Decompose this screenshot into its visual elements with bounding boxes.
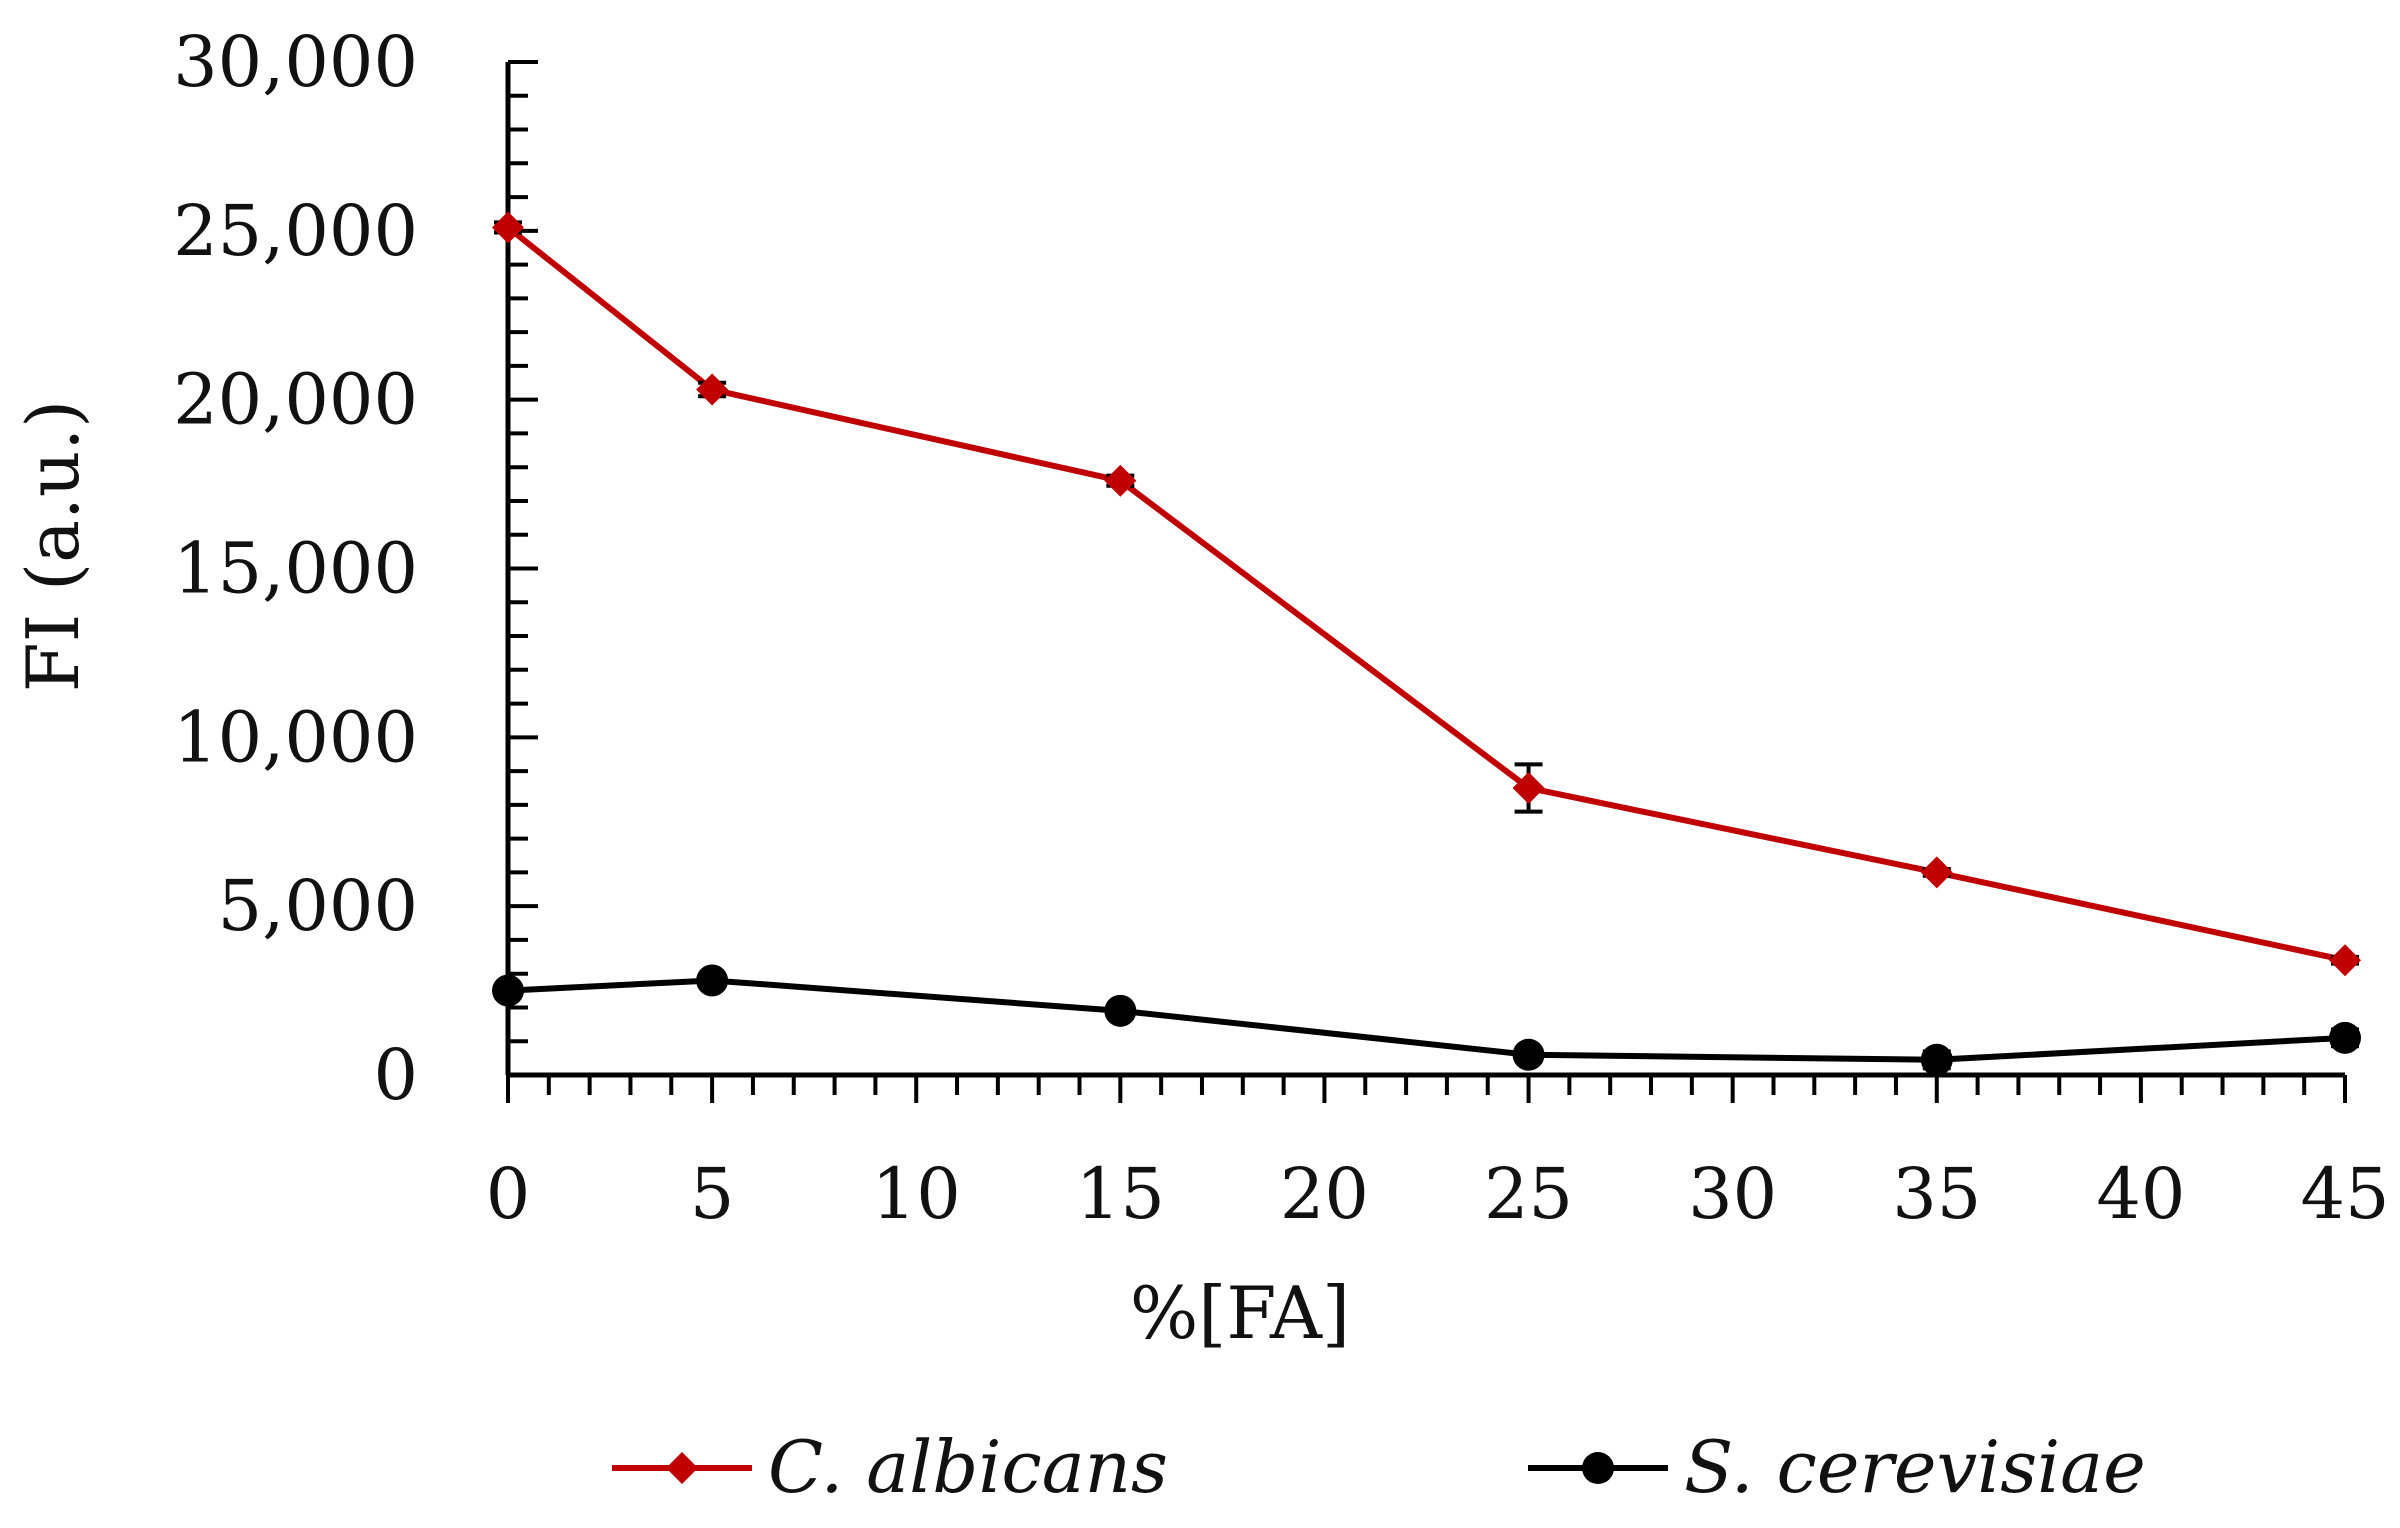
data-point-circle (696, 964, 729, 997)
series-line (506, 225, 2346, 964)
axes: 0 5,000 10,000 15,000 20,000 25,000 30,000 0 5 10… (173, 21, 2389, 1235)
data-point-circle (1104, 994, 1137, 1027)
y-axis-label: FI (a.u.) (11, 400, 95, 693)
data-point-diamond (1512, 771, 1545, 804)
x-tick-label: 40 (2096, 1153, 2185, 1235)
data-point-circle (2329, 1021, 2361, 1054)
x-tick-label: 45 (2300, 1153, 2389, 1235)
x-tick-label: 30 (1688, 1153, 1777, 1235)
y-tick-label: 10,000 (173, 696, 418, 778)
legend: C. albicans S. cerevisiae (612, 1425, 2146, 1509)
series-2 (492, 964, 2361, 1076)
data-point-diamond (696, 373, 729, 406)
y-tick-label: 20,000 (173, 359, 418, 441)
data-point-circle (1512, 1038, 1545, 1071)
y-tick-label: 30,000 (173, 21, 418, 103)
x-tick-label: 0 (486, 1153, 531, 1235)
x-tick-label: 35 (1892, 1153, 1981, 1235)
series-line (507, 977, 2346, 1063)
legend-label: C. albicans (768, 1425, 1168, 1509)
y-tick-label: 5,000 (218, 865, 418, 947)
data-point-diamond (1104, 464, 1137, 497)
y-tick-label: 25,000 (173, 190, 418, 272)
legend-label: S. cerevisiae (1684, 1425, 2146, 1509)
data-point-diamond (1920, 856, 1953, 889)
series-layer (492, 211, 2361, 1076)
legend-entry-1: C. albicans (612, 1425, 1168, 1509)
legend-marker-circle (1582, 1452, 1614, 1484)
data-point-diamond (2329, 944, 2361, 977)
x-tick-label: 5 (690, 1153, 735, 1235)
data-point-diamond (492, 211, 524, 244)
x-tick-label: 15 (1076, 1153, 1165, 1235)
x-axis-label: %[FA] (1130, 1271, 1350, 1355)
legend-marker-diamond (666, 1452, 698, 1484)
data-point-circle (492, 974, 524, 1007)
data-point-circle (1920, 1043, 1953, 1076)
x-tick-label: 25 (1484, 1153, 1573, 1235)
x-tick-label: 10 (872, 1153, 961, 1235)
legend-entry-2: S. cerevisiae (1528, 1425, 2146, 1509)
y-tick-label: 0 (373, 1034, 418, 1116)
series-1 (492, 211, 2361, 977)
y-tick-label: 15,000 (173, 528, 418, 610)
x-tick-label: 20 (1280, 1153, 1369, 1235)
